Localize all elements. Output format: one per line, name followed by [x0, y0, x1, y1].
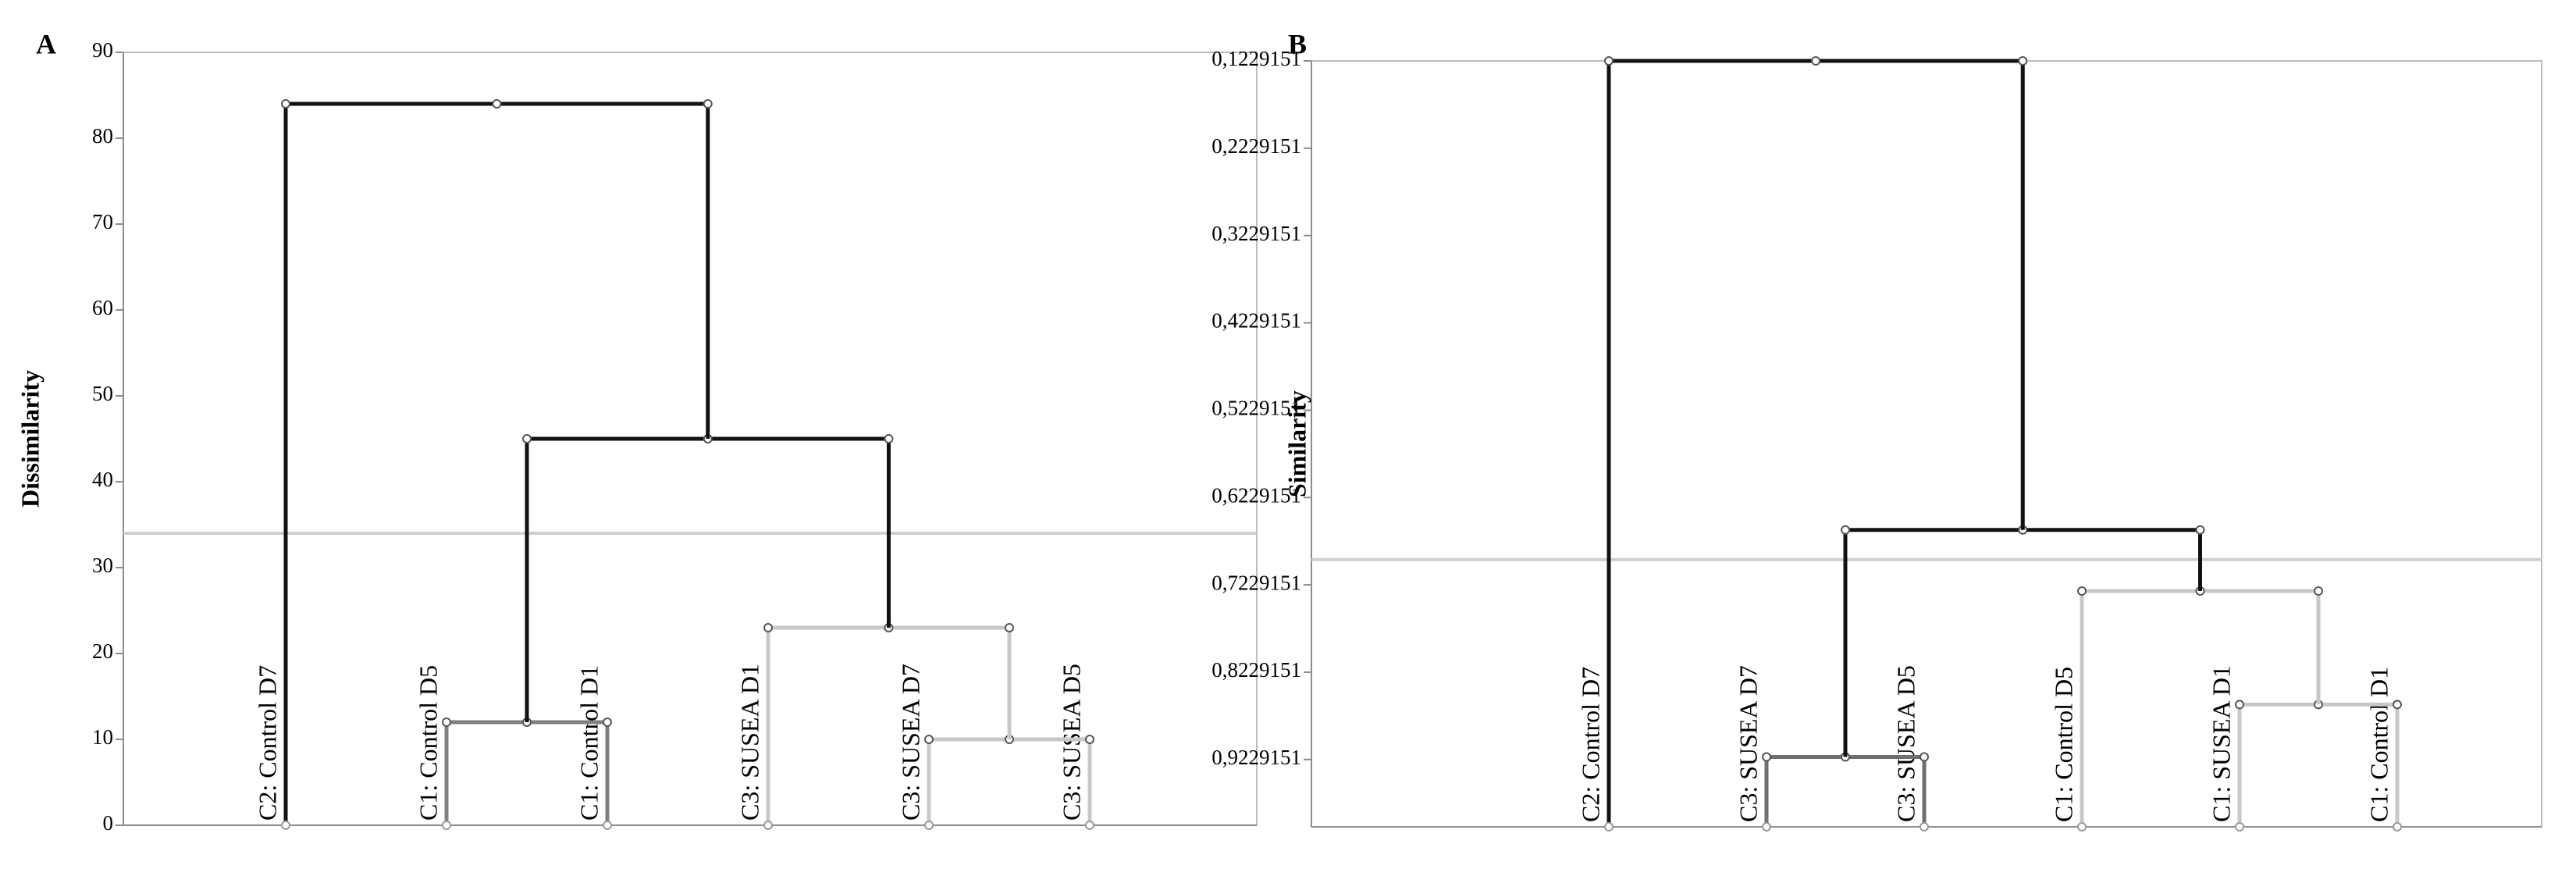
leaf-label: C3: SUSEA D5 [1891, 665, 1920, 822]
leaf-node [2077, 822, 2087, 831]
y-tick-label: 0,3229151 [1212, 222, 1301, 245]
merge-link [2080, 589, 2321, 827]
merge-node [1920, 752, 1929, 762]
leaf-node [2235, 822, 2244, 831]
leaf-node [1920, 822, 1929, 831]
merge-node [442, 718, 451, 727]
y-tick-label: 40 [92, 468, 113, 491]
y-tick-label: 90 [92, 38, 113, 62]
leaf-label: C1: Control D1 [575, 665, 603, 821]
y-tick-label: 0,5229151 [1212, 397, 1301, 420]
y-tick-label: 20 [92, 639, 113, 663]
y-tick-label: 0,6229151 [1212, 483, 1301, 507]
y-tick-label: 0,8229151 [1212, 658, 1301, 682]
leaf-node [603, 821, 612, 830]
leaf-node [1604, 822, 1614, 831]
leaf-label: C3: SUSEA D7 [896, 664, 924, 821]
merge-node [763, 623, 773, 632]
merge-node [2195, 525, 2205, 535]
merge-node [2314, 586, 2323, 596]
leaf-label: C1: Control D5 [414, 665, 442, 821]
leaf-node [2393, 822, 2402, 831]
leaf-label: C2: Control D7 [253, 665, 281, 821]
y-tick-label: 0,9229151 [1212, 746, 1301, 769]
y-tick-label: 0,2229151 [1212, 134, 1301, 158]
leaf-label: C3: SUSEA D7 [1734, 665, 1762, 822]
merge-node [2077, 586, 2087, 596]
merge-node [924, 735, 934, 744]
merge-node [522, 434, 532, 443]
merge-node [1762, 752, 1771, 762]
leaf-node [1085, 821, 1094, 830]
merge-node [603, 718, 612, 727]
merge-node [1604, 56, 1614, 66]
leaf-node [763, 821, 773, 830]
leaf-node [442, 821, 451, 830]
y-tick-label: 50 [92, 382, 113, 405]
y-axis-title: Similarity [1283, 390, 1311, 497]
merge-node [1005, 623, 1014, 632]
merge-node [2393, 700, 2402, 710]
leaf-label: C1: SUSEA D1 [2207, 665, 2235, 822]
merge-link [283, 101, 710, 825]
y-tick-label: 80 [92, 124, 113, 148]
y-tick-label: 0,7229151 [1212, 571, 1301, 594]
leaf-label: C3: SUSEA D1 [735, 664, 763, 821]
plot-frame [1311, 60, 2542, 828]
merge-node [703, 99, 713, 109]
merge-node [1811, 56, 1821, 66]
merge-node [1841, 525, 1850, 535]
merge-node [884, 434, 894, 443]
y-tick-label: 60 [92, 296, 113, 319]
y-tick-label: 10 [92, 725, 113, 749]
merge-node [1085, 735, 1094, 744]
merge-link [766, 625, 1012, 825]
y-tick-label: 30 [92, 554, 113, 577]
merge-node [2235, 700, 2244, 710]
panel-label: A [36, 28, 56, 59]
y-tick-label: 0 [103, 811, 114, 835]
leaf-node [1762, 822, 1771, 831]
y-axis-title: Dissimilarity [16, 370, 44, 507]
merge-node [281, 99, 290, 109]
leaf-label: C1: Control D5 [2049, 667, 2077, 822]
merge-link [1606, 59, 2025, 827]
panel-label: B [1288, 28, 1307, 59]
y-tick-label: 0,4229151 [1212, 309, 1301, 333]
leaf-node [281, 821, 290, 830]
leaf-node [924, 821, 934, 830]
leaf-label: C3: SUSEA D5 [1057, 664, 1085, 821]
merge-node [492, 99, 502, 109]
leaf-label: C1: Control D1 [2364, 667, 2393, 822]
merge-node [2018, 56, 2028, 66]
y-tick-label: 0,1229151 [1212, 47, 1301, 70]
y-tick-label: 70 [92, 210, 113, 233]
leaf-label: C2: Control D7 [1576, 667, 1604, 822]
